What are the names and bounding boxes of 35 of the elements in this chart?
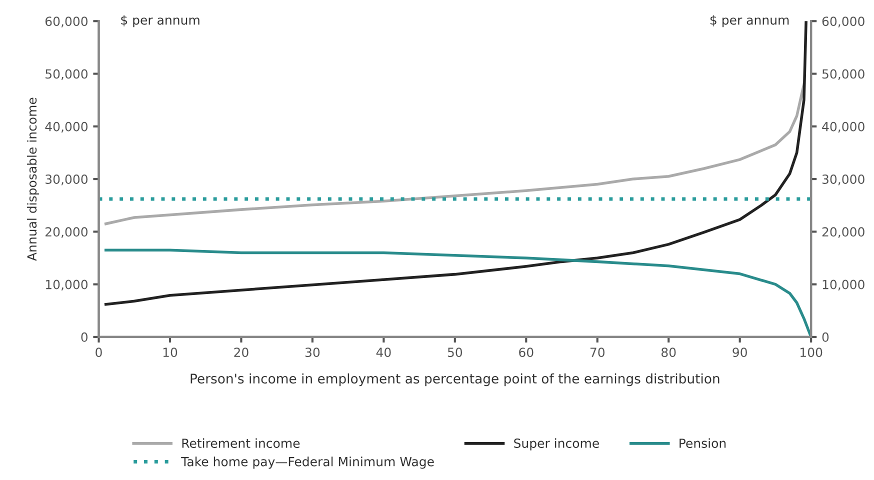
y2-tick-label: 30,000 [822,174,864,186]
annotation: $ per annum [121,15,200,28]
line-series [104,248,812,337]
y-axis-title: Annual disposable income [26,98,40,261]
y2-tick-label: 40,000 [822,122,864,133]
x-tick-label: 60 [519,348,534,358]
y2-tick-label: 10,000 [822,280,864,291]
y2-tick-label: 20,000 [822,227,864,238]
x-tick-label: 0 [96,348,102,358]
y-tick-label: 40,000 [45,122,88,133]
line-series [104,82,806,226]
x-tick-label: 10 [163,348,178,358]
y-tick-label: 10,000 [46,280,88,291]
x-tick-label: 20 [234,348,248,358]
legend-label: Pension [680,438,726,448]
y-tick-label: 60,000 [45,16,88,28]
y-tick-label: 50,000 [46,69,88,80]
y2-tick-label: 60,000 [822,16,864,28]
y2-tick-label: 0 [822,332,829,342]
y2-tick-label: 50,000 [822,69,864,80]
y-tick-label: 0 [81,332,88,342]
x-axis-title: Person's income in employment as percentage point of the earnings distribution [190,373,720,386]
legend-label: Super income [514,438,599,450]
x-tick-label: 30 [305,348,320,358]
x-tick-label: 100 [800,348,822,358]
x-tick-label: 70 [590,348,604,358]
x-tick-label: 40 [376,348,391,358]
x-tick-label: 80 [662,348,676,358]
legend-label: Retirement income [182,438,300,448]
y-tick-label: 20,000 [46,227,88,238]
legend-label: Take home pay—Federal Minimum Wage [181,456,434,469]
y-tick-label: 30,000 [46,174,88,186]
annotation: $ per annum [710,15,789,28]
x-tick-label: 90 [732,348,747,358]
x-tick-label: 50 [448,348,462,358]
